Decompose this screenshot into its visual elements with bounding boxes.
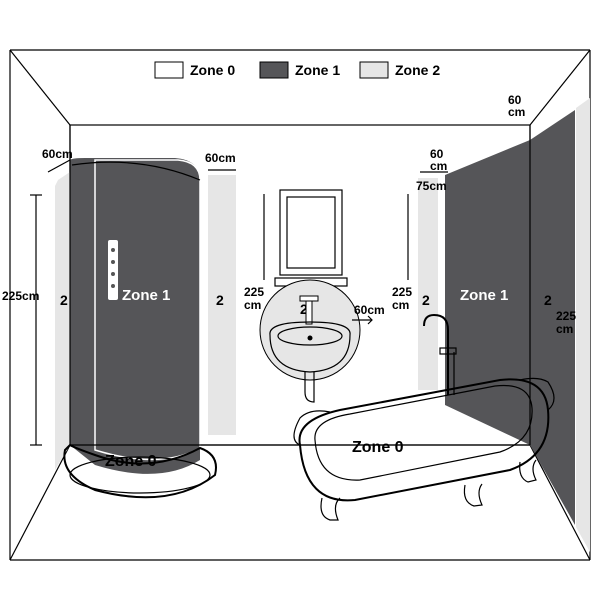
dim-60-topleft: 60cm <box>42 147 73 161</box>
dim-60-sink: 60cm <box>354 303 385 317</box>
dim-75: 75cm <box>416 179 447 193</box>
shower-enclosure: Zone 1 <box>70 158 200 474</box>
zone2-mark-right-inner: 2 <box>422 292 430 308</box>
legend-label-zone1: Zone 1 <box>295 62 340 78</box>
zone2-mark-shower-right: 2 <box>216 292 224 308</box>
dim-225-far-right: 225cm <box>556 309 576 336</box>
legend-swatch-zone2 <box>360 62 388 78</box>
legend-label-zone2: Zone 2 <box>395 62 440 78</box>
dim-60-topR: 60cm <box>508 93 525 119</box>
bathroom-zones-diagram: Zone 0 Zone 1 Zone 2 2 <box>0 0 600 600</box>
zone0-bath-label: Zone 0 <box>352 439 404 456</box>
zone2-strip-far-right <box>576 98 590 552</box>
legend-swatch-zone0 <box>155 62 183 78</box>
zone2-mark-far-right: 2 <box>544 292 552 308</box>
dim-225-left: 225cm <box>2 289 39 303</box>
zone0-shower-label: Zone 0 <box>105 453 157 470</box>
sink-area: 2 <box>260 280 360 402</box>
legend-swatch-zone1 <box>260 62 288 78</box>
legend-label-zone0: Zone 0 <box>190 62 235 78</box>
legend: Zone 0 Zone 1 Zone 2 <box>155 62 440 78</box>
dim-225-right: 225cm <box>392 285 412 312</box>
zone2-strip-left-outer <box>55 172 70 470</box>
zone1-right-label: Zone 1 <box>460 287 508 304</box>
zone2-strip-right-inner <box>418 178 438 390</box>
dim-60-mid: 60cm <box>205 151 236 165</box>
dim-225-center: 225cm <box>244 285 264 312</box>
zone2-mark-left: 2 <box>60 292 68 308</box>
zone1-shower-label: Zone 1 <box>122 287 170 304</box>
window <box>275 190 347 286</box>
dim-60-topR2: 60cm <box>430 147 447 173</box>
